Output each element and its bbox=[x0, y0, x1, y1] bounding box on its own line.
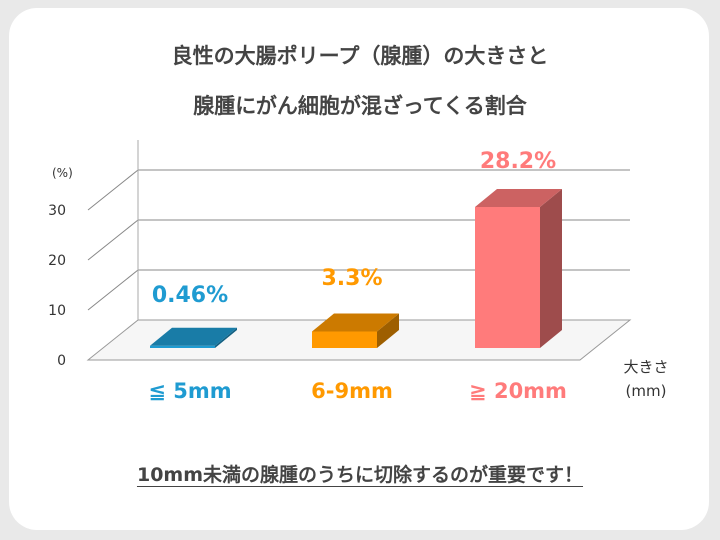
bar-top bbox=[150, 327, 237, 346]
axis-layer: 0 10 20 30 (%) 大きさ (mm) bbox=[48, 166, 668, 400]
gridline-diagonal bbox=[87, 219, 139, 261]
bar-front bbox=[475, 207, 540, 348]
y-tick-label: 10 bbox=[48, 303, 66, 319]
bar-layer bbox=[150, 189, 562, 348]
chart-title-line1: 良性の大腸ポリープ（腺腫）の大きさと bbox=[171, 44, 549, 68]
x-axis-unit: (mm) bbox=[626, 382, 667, 400]
value-label: 28.2% bbox=[480, 149, 556, 174]
value-label: 3.3% bbox=[321, 266, 382, 291]
category-label: ≦ 5mm bbox=[148, 379, 231, 403]
bar-side bbox=[540, 189, 562, 348]
y-tick-label: 20 bbox=[48, 253, 66, 269]
chart-title-line2: 腺腫にがん細胞が混ざってくる割合 bbox=[193, 94, 527, 118]
bar-top bbox=[312, 313, 399, 332]
y-unit-label: (%) bbox=[52, 166, 73, 180]
bar-front bbox=[150, 345, 215, 348]
bar-side bbox=[215, 327, 237, 348]
gridline-diagonal bbox=[87, 269, 139, 311]
y-tick-label: 30 bbox=[48, 203, 66, 219]
footer-note-text: 10mm未満の腺腫のうちに切除するのが重要です！ bbox=[136, 464, 584, 486]
bar-side bbox=[377, 313, 399, 348]
bar-top bbox=[475, 189, 562, 207]
y-tick-label: 0 bbox=[57, 353, 66, 369]
category-label: ≧ 20mm bbox=[469, 379, 567, 403]
label-layer: 0.46% ≦ 5mm 3.3% 6-9mm 28.2% ≧ 20mm bbox=[148, 149, 567, 403]
gridline-diagonal bbox=[87, 169, 139, 211]
card-background bbox=[9, 8, 709, 530]
x-axis-label: 大きさ bbox=[623, 358, 668, 376]
category-label: 6-9mm bbox=[311, 379, 393, 403]
value-label: 0.46% bbox=[152, 283, 228, 308]
footer-note: 10mm未満の腺腫のうちに切除するのが重要です！ bbox=[0, 460, 720, 487]
bar-front bbox=[312, 331, 377, 348]
